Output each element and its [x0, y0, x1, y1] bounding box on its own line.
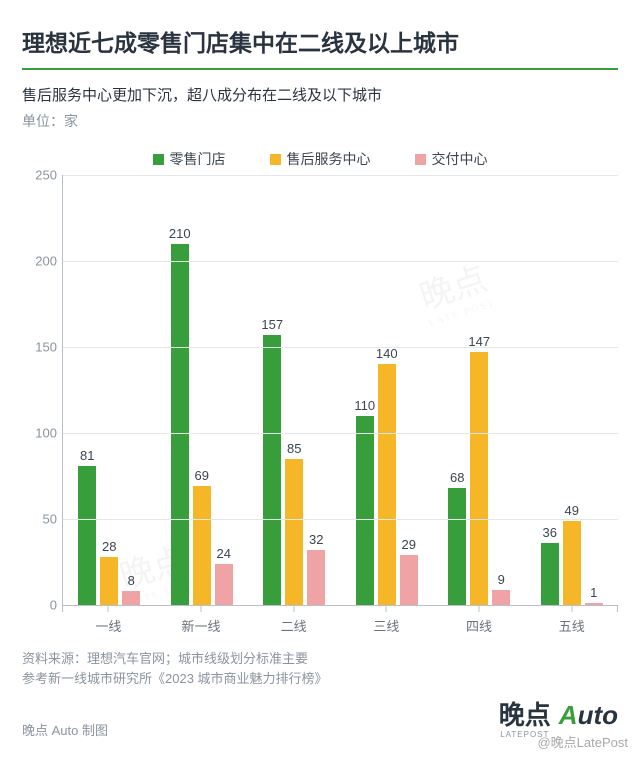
- bar: 85: [285, 459, 303, 605]
- bar: 32: [307, 550, 325, 605]
- legend-item: 售后服务中心: [270, 149, 371, 169]
- x-axis: 一线新一线二线三线四线五线: [62, 605, 618, 635]
- bar: 81: [78, 466, 96, 605]
- bar-value-label: 85: [287, 441, 301, 456]
- chart-area: 81288210692415785321101402968147936491 0…: [22, 175, 618, 635]
- y-tick-label: 250: [23, 168, 57, 183]
- title-rule: [22, 68, 618, 70]
- source-note: 资料来源：理想汽车官网；城市线级划分标准主要 参考新一线城市研究所《2023 城…: [22, 649, 442, 689]
- chart-title: 理想近七成零售门店集中在二线及以上城市: [22, 24, 618, 58]
- gridline: [63, 261, 618, 262]
- bar-value-label: 68: [450, 470, 464, 485]
- y-tick-label: 0: [23, 598, 57, 613]
- y-tick-label: 200: [23, 254, 57, 269]
- y-tick-label: 50: [23, 512, 57, 527]
- source-line: 资料来源：理想汽车官网；城市线级划分标准主要: [22, 649, 442, 669]
- gridline: [63, 519, 618, 520]
- x-tick: [108, 606, 109, 612]
- legend: 零售门店 售后服务中心 交付中心: [22, 149, 618, 169]
- source-line: 参考新一线城市研究所《2023 城市商业魅力排行榜》: [22, 669, 442, 689]
- logo-auto: Auto: [559, 700, 618, 731]
- x-tick: [571, 606, 572, 612]
- bar: 36: [541, 543, 559, 605]
- bar-value-label: 210: [169, 226, 191, 241]
- bar-group: 81288: [63, 175, 156, 605]
- legend-item: 零售门店: [153, 149, 226, 169]
- bar: 24: [215, 564, 233, 605]
- bar-value-label: 69: [195, 468, 209, 483]
- gridline: [63, 433, 618, 434]
- bar-value-label: 8: [128, 573, 135, 588]
- chart-card: 晚点LATE POST 晚点LATE POST 理想近七成零售门店集中在二线及以…: [0, 0, 640, 757]
- bar: 157: [263, 335, 281, 605]
- x-tick: [293, 606, 294, 612]
- bar-value-label: 140: [376, 346, 398, 361]
- bar: 210: [171, 244, 189, 605]
- y-tick-label: 150: [23, 340, 57, 355]
- legend-item: 交付中心: [415, 149, 488, 169]
- y-tick-label: 100: [23, 426, 57, 441]
- x-tick-label: 三线: [340, 606, 433, 635]
- unit-label: 单位：家: [22, 111, 618, 131]
- footer: 晚点 Auto 制图 晚点 LATEPOST Auto: [22, 695, 618, 739]
- bar: 9: [492, 590, 510, 605]
- bar-value-label: 36: [543, 525, 557, 540]
- bar: 147: [470, 352, 488, 605]
- bar-group: 36491: [526, 175, 619, 605]
- legend-label: 售后服务中心: [287, 149, 371, 169]
- x-tick-label: 四线: [433, 606, 526, 635]
- bar: 28: [100, 557, 118, 605]
- legend-swatch: [270, 154, 281, 165]
- gridline: [63, 347, 618, 348]
- bar: 8: [122, 591, 140, 605]
- x-tick: [386, 606, 387, 612]
- bar-value-label: 157: [261, 317, 283, 332]
- x-tick-label: 五线: [525, 606, 618, 635]
- legend-swatch: [415, 154, 426, 165]
- legend-label: 交付中心: [432, 149, 488, 169]
- bar-value-label: 24: [217, 546, 231, 561]
- bar: 140: [378, 364, 396, 605]
- x-tick: [479, 606, 480, 612]
- bar: 68: [448, 488, 466, 605]
- bar-value-label: 28: [102, 539, 116, 554]
- bar-group: 681479: [433, 175, 526, 605]
- bar: 29: [400, 555, 418, 605]
- chart-subtitle: 售后服务中心更加下沉，超八成分布在二线及以下城市: [22, 84, 618, 105]
- x-tick-label: 新一线: [155, 606, 248, 635]
- plot-area: 81288210692415785321101402968147936491 0…: [62, 175, 618, 605]
- gridline: [63, 175, 618, 176]
- bar-value-label: 32: [309, 532, 323, 547]
- bar-value-label: 1: [590, 585, 597, 600]
- legend-label: 零售门店: [170, 149, 226, 169]
- handle-watermark: @晚点LatePost: [537, 732, 628, 751]
- x-tick-label: 二线: [247, 606, 340, 635]
- bar: 69: [193, 486, 211, 605]
- bar-value-label: 110: [354, 398, 375, 413]
- credit: 晚点 Auto 制图: [22, 720, 108, 739]
- x-tick: [201, 606, 202, 612]
- legend-swatch: [153, 154, 164, 165]
- bar-value-label: 49: [565, 503, 579, 518]
- bar-group: 2106924: [156, 175, 249, 605]
- bar-value-label: 9: [498, 572, 505, 587]
- bar-value-label: 29: [402, 537, 416, 552]
- x-tick-label: 一线: [62, 606, 155, 635]
- bar-groups: 81288210692415785321101402968147936491: [63, 175, 618, 605]
- bar: 49: [563, 521, 581, 605]
- bar-group: 11014029: [341, 175, 434, 605]
- bar: 110: [356, 416, 374, 605]
- bar: 1: [585, 603, 603, 605]
- bar-group: 1578532: [248, 175, 341, 605]
- bar-value-label: 81: [80, 448, 94, 463]
